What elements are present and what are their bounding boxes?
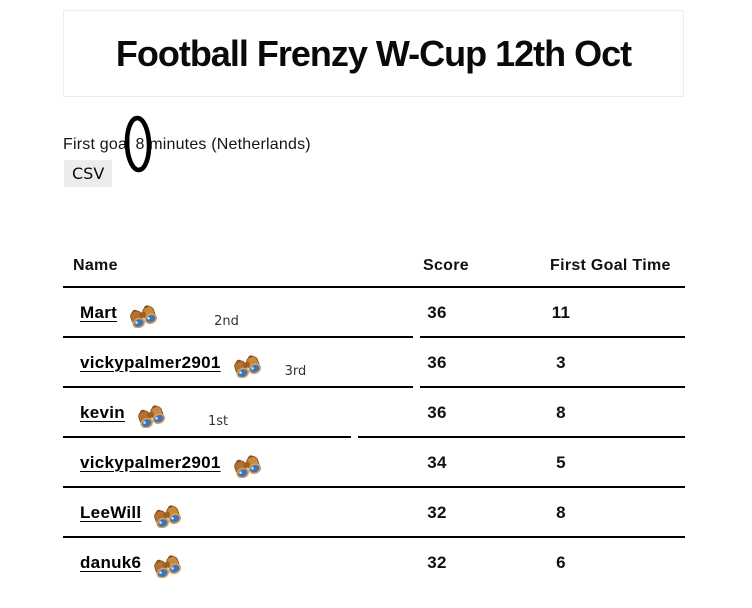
table-row: Mart 2nd 36 11 bbox=[63, 288, 685, 338]
rank-label: 1st bbox=[207, 413, 229, 429]
table-row: vickypalmer2901 34 5 bbox=[63, 438, 685, 488]
column-header-first-goal-time: First Goal Time bbox=[550, 257, 671, 274]
table-row: LeeWill 32 8 bbox=[63, 488, 685, 538]
score-value: 34 bbox=[427, 453, 447, 472]
binoculars-icon bbox=[135, 404, 167, 428]
table-row: kevin 1st 36 8 bbox=[63, 388, 685, 438]
first-goal-text-after: minutes (Netherlands) bbox=[144, 136, 311, 153]
binoculars-icon bbox=[128, 304, 159, 328]
player-name-cell: Mart 2nd bbox=[80, 288, 239, 338]
first-goal-time-value: 8 bbox=[556, 503, 566, 522]
player-link[interactable]: Mart bbox=[80, 303, 118, 322]
player-link[interactable]: vickypalmer2901 bbox=[80, 353, 221, 372]
table-row: danuk6 32 6 bbox=[63, 538, 685, 588]
table-row: vickypalmer2901 3rd 36 3 bbox=[63, 338, 685, 388]
row-divider bbox=[63, 336, 685, 338]
binoculars-icon bbox=[231, 354, 262, 378]
first-goal-time-value: 6 bbox=[556, 553, 566, 572]
page-title: Football Frenzy W-Cup 12th Oct bbox=[115, 32, 632, 74]
row-divider bbox=[63, 486, 685, 488]
rank-label: 2nd bbox=[214, 313, 239, 329]
score-value: 36 bbox=[427, 403, 447, 422]
binoculars-icon bbox=[231, 454, 262, 478]
csv-export-button[interactable]: CSV bbox=[64, 160, 113, 187]
first-goal-time-value: 3 bbox=[556, 353, 566, 372]
player-name-cell: danuk6 bbox=[80, 538, 183, 588]
column-header-score: Score bbox=[423, 257, 469, 274]
row-divider bbox=[63, 436, 685, 438]
binoculars-icon bbox=[152, 554, 183, 578]
leaderboard-table: Name Score First Goal Time Mart 2nd 36 1… bbox=[63, 250, 685, 588]
rank-label: 3rd bbox=[284, 363, 307, 379]
table-header-row: Name Score First Goal Time bbox=[63, 250, 685, 288]
score-value: 36 bbox=[427, 303, 447, 322]
score-value: 36 bbox=[427, 353, 447, 372]
first-goal-time-value: 5 bbox=[556, 453, 566, 472]
player-name-cell: kevin 1st bbox=[80, 388, 228, 438]
player-link[interactable]: danuk6 bbox=[80, 553, 142, 572]
player-link[interactable]: kevin bbox=[80, 403, 125, 422]
player-name-cell: LeeWill bbox=[80, 488, 183, 538]
first-goal-text: First goal 8 minutes (Netherlands) bbox=[63, 136, 311, 154]
row-divider bbox=[63, 386, 685, 388]
score-value: 32 bbox=[427, 553, 447, 572]
column-header-name: Name bbox=[73, 257, 118, 274]
score-value: 32 bbox=[427, 503, 447, 522]
first-goal-time-value: 8 bbox=[556, 403, 566, 422]
player-link[interactable]: LeeWill bbox=[80, 503, 142, 522]
player-name-cell: vickypalmer2901 3rd bbox=[80, 338, 306, 388]
title-card: Football Frenzy W-Cup 12th Oct bbox=[63, 10, 684, 97]
first-goal-time-value: 11 bbox=[551, 303, 571, 322]
first-goal-value: 8 bbox=[135, 136, 145, 153]
row-divider bbox=[63, 536, 685, 538]
first-goal-text-before: First goal bbox=[63, 136, 136, 153]
binoculars-icon bbox=[152, 504, 183, 528]
player-name-cell: vickypalmer2901 bbox=[80, 438, 263, 488]
player-link[interactable]: vickypalmer2901 bbox=[80, 453, 221, 472]
